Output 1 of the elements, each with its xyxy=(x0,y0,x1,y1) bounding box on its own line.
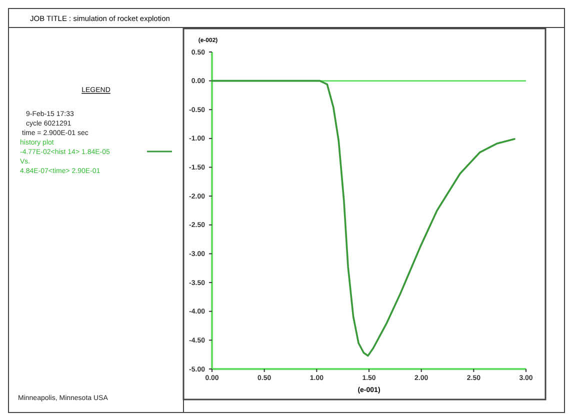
line-series xyxy=(211,80,516,357)
